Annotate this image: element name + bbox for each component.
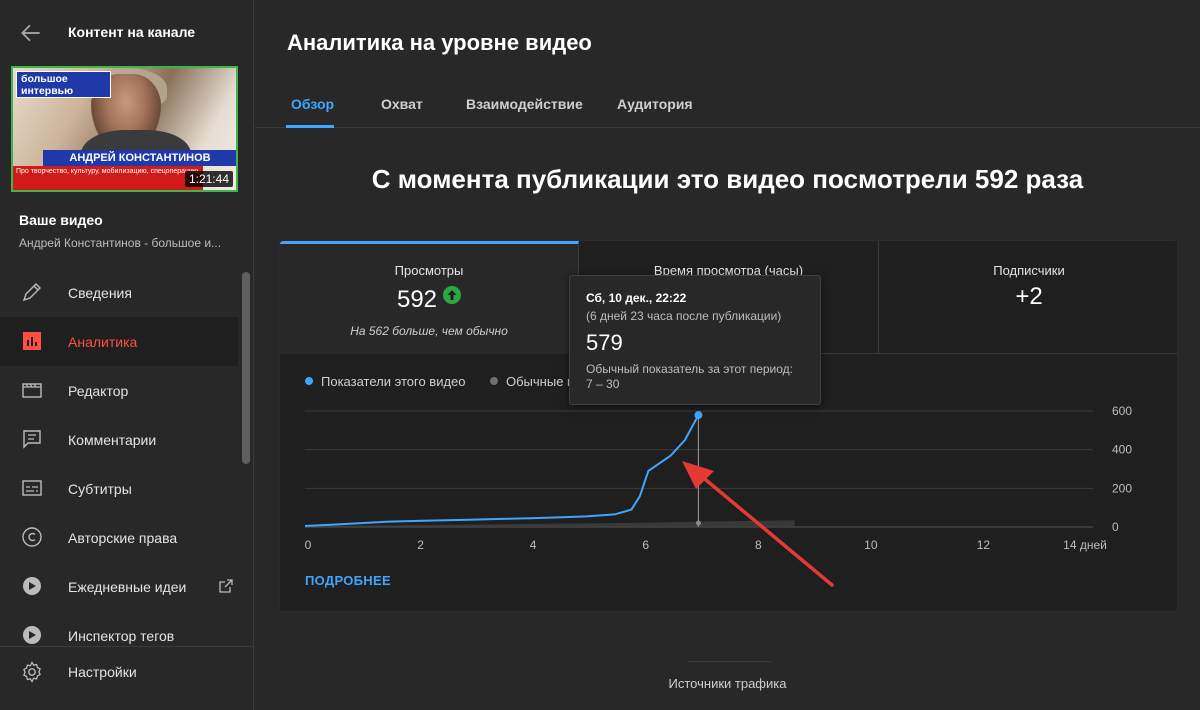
sidebar-item-label: Ежедневные идеи (68, 578, 187, 595)
active-tab-indicator (286, 125, 334, 128)
sidebar-item-copyright[interactable]: Авторские права (0, 513, 238, 562)
tooltip-date: Сб, 10 дек., 22:22 (586, 291, 687, 305)
editor-icon (22, 383, 42, 398)
legend-dot-typical (490, 377, 498, 385)
tab-reach[interactable]: Охват (381, 96, 423, 112)
x-tick-label: 10 (864, 538, 878, 552)
tab-audience[interactable]: Аудитория (617, 96, 693, 112)
tooltip-typical-label: Обычный показатель за этот период: (586, 362, 793, 376)
sidebar: Контент на канале большое интервью АНДРЕ… (0, 0, 254, 710)
tags-icon (23, 626, 41, 644)
tooltip-typical-range: 7 – 30 (586, 377, 620, 391)
settings-label: Настройки (68, 664, 137, 680)
metric-label: Просмотры (394, 263, 464, 278)
sidebar-header: Контент на канале (0, 0, 253, 64)
sidebar-item-comments[interactable]: Комментарии (0, 415, 238, 464)
video-title: Андрей Константинов - большое и... (19, 236, 222, 250)
tab-overview[interactable]: Обзор (291, 96, 335, 112)
sidebar-item-label: Сведения (68, 284, 132, 301)
ideas-icon (23, 577, 41, 595)
sidebar-item-subtitles[interactable]: Субтитры (0, 464, 238, 513)
sidebar-item-label: Редактор (68, 382, 129, 399)
sidebar-item-label: Инспектор тегов (68, 627, 175, 644)
y-tick-label: 0 (1112, 520, 1119, 534)
x-tick-label: 4 (530, 538, 537, 552)
sidebar-item-label: Комментарии (68, 431, 157, 448)
sidebar-item-label: Аналитика (68, 333, 138, 350)
tab-bar: Обзор Охват Взаимодействие Аудитория (255, 84, 1200, 128)
sidebar-item-label: Субтитры (68, 480, 132, 497)
video-duration: 1:21:44 (184, 171, 233, 187)
traffic-sources-heading: Источники трафика (668, 676, 787, 691)
sidebar-item-details[interactable]: Сведения (0, 268, 238, 317)
gear-icon (23, 661, 41, 683)
arrow-up-icon (443, 286, 462, 304)
thumbnail-name-band: АНДРЕЙ КОНСТАНТИНОВ (43, 150, 236, 166)
analytics-icon (23, 332, 41, 350)
sidebar-item-tag-inspector[interactable]: Инспектор тегов (0, 611, 238, 660)
metric-views[interactable]: Просмотры 592 На 562 больше, чем обычно (280, 241, 579, 354)
legend-this-video: Показатели этого видео (321, 374, 466, 389)
metric-note: На 562 больше, чем обычно (350, 324, 508, 338)
thumbnail-badge: большое интервью (16, 71, 111, 98)
sidebar-item-analytics[interactable]: Аналитика (0, 317, 238, 366)
pencil-icon (22, 283, 41, 302)
comments-icon (23, 430, 41, 449)
headline: С момента публикации это видео посмотрел… (371, 164, 1084, 194)
more-details-link[interactable]: ПОДРОБНЕЕ (305, 573, 391, 588)
legend-typical: Обычные п (506, 374, 575, 389)
thumbnail-subtitle-band: Про творчество, культуру, мобилизацию, с… (13, 166, 203, 190)
hover-point (694, 411, 703, 420)
sidebar-nav: Сведения Аналитика Редактор Комментарии … (0, 268, 238, 660)
chart-legend: Показатели этого видео Обычные п (305, 374, 574, 389)
x-tick-label: 0 (305, 538, 312, 552)
sidebar-title: Контент на канале (68, 24, 196, 40)
hover-typical-point (695, 520, 701, 526)
external-link-icon (219, 579, 233, 593)
x-tick-label: 8 (755, 538, 762, 552)
series-typical-band (305, 520, 795, 527)
sidebar-item-settings[interactable]: Настройки (0, 646, 253, 696)
views-line-chart[interactable]: 600 400 200 0 0 2 4 6 8 10 12 14 дней (280, 391, 1178, 561)
x-tick-label: 12 (977, 538, 991, 552)
x-tick-label: 6 (642, 538, 649, 552)
x-tick-label: 14 дней (1063, 538, 1107, 552)
y-tick-label: 600 (1112, 404, 1132, 418)
sidebar-item-daily-ideas[interactable]: Ежедневные идеи (0, 562, 238, 611)
metric-value: 592 (396, 286, 438, 313)
metric-label: Время просмотра (часы) (653, 263, 804, 278)
page-title: Аналитика на уровне видео (287, 30, 592, 55)
sidebar-scrollbar[interactable] (242, 272, 250, 464)
metric-label: Подписчики (993, 263, 1065, 278)
subtitles-icon (22, 480, 42, 496)
tab-engagement[interactable]: Взаимодействие (466, 96, 583, 112)
copyright-icon (22, 527, 42, 547)
chart-tooltip: Сб, 10 дек., 22:22 (6 дней 23 часа после… (569, 275, 821, 405)
series-this-video-line (304, 414, 700, 528)
sidebar-item-editor[interactable]: Редактор (0, 366, 238, 415)
metric-value: +2 (1015, 283, 1043, 310)
tooltip-since: (6 дней 23 часа после публикации) (586, 309, 782, 323)
metric-subscribers[interactable]: Подписчики +2 (879, 241, 1177, 354)
your-video-label: Ваше видео (19, 212, 103, 228)
video-thumbnail[interactable]: большое интервью АНДРЕЙ КОНСТАНТИНОВ Про… (11, 66, 238, 192)
y-tick-label: 200 (1112, 481, 1132, 495)
tooltip-value: 579 (586, 330, 623, 355)
legend-dot-this-video (305, 377, 313, 385)
sidebar-item-label: Авторские права (68, 529, 178, 546)
divider (687, 661, 771, 662)
back-arrow-icon[interactable] (18, 20, 44, 46)
x-tick-label: 2 (417, 538, 424, 552)
y-tick-label: 400 (1112, 443, 1132, 457)
